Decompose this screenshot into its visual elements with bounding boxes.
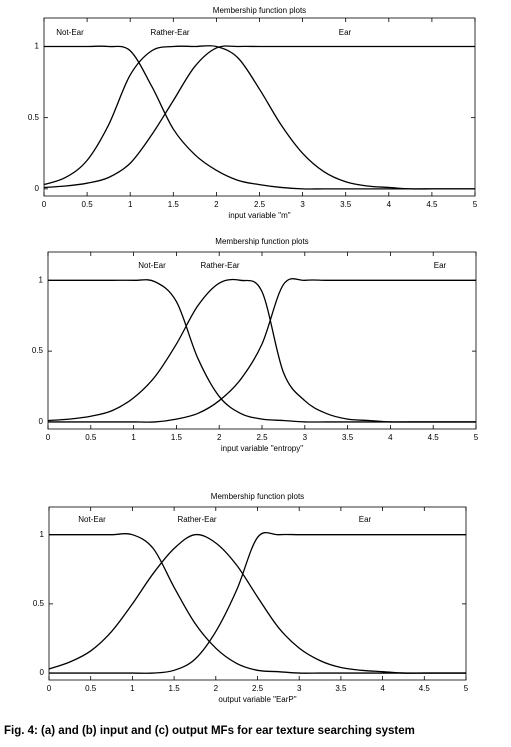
x-axis-label: output variable "EarP" — [218, 695, 296, 704]
plot-frame — [47, 251, 477, 430]
caption: Fig. 4: (a) and (b) input and (c) output… — [4, 725, 415, 737]
x-tick-label: 2.5 — [254, 200, 266, 209]
x-tick-label: 3.5 — [342, 433, 354, 442]
x-tick-label: 1.5 — [171, 433, 183, 442]
series-label: Rather-Ear — [177, 515, 216, 524]
plot-frame — [43, 17, 476, 197]
series-label: Not-Ear — [138, 261, 166, 270]
mf-curve — [47, 278, 476, 423]
x-tick-label: 2 — [214, 200, 219, 209]
x-tick-label: 0.5 — [82, 200, 94, 209]
x-tick-label: 3 — [297, 684, 302, 693]
x-tick-label: 4 — [388, 433, 393, 442]
x-tick-label: 0.5 — [85, 684, 97, 693]
series-label: Ear — [359, 515, 372, 524]
series-label: Rather-Ear — [200, 261, 239, 270]
x-tick-label: 3 — [300, 200, 305, 209]
x-tick-label: 5 — [464, 684, 469, 693]
x-tick-label: 2.5 — [252, 684, 264, 693]
mf-curve — [48, 533, 466, 674]
y-tick-label: 0 — [39, 417, 44, 426]
mf-curve — [43, 45, 475, 189]
x-tick-label: 1 — [130, 684, 135, 693]
x-tick-label: 2 — [217, 433, 222, 442]
mf-curve — [48, 279, 476, 423]
x-axis-label: input variable "entropy" — [221, 444, 303, 453]
mf-curve — [49, 533, 466, 674]
x-tick-label: 4 — [380, 684, 385, 693]
chart-title: Membership function plots — [215, 237, 308, 246]
x-tick-label: 1.5 — [168, 200, 180, 209]
series-label: Ear — [434, 261, 447, 270]
mf-curve — [43, 44, 475, 190]
x-tick-label: 3 — [303, 433, 308, 442]
x-tick-label: 2 — [214, 684, 219, 693]
x-tick-label: 0 — [42, 200, 47, 209]
x-tick-label: 3.5 — [340, 200, 352, 209]
x-tick-label: 0 — [47, 684, 52, 693]
y-tick-label: 0 — [35, 184, 40, 193]
y-tick-label: 1 — [39, 275, 44, 284]
mf-curve — [47, 278, 476, 423]
y-tick-label: 1 — [40, 530, 45, 539]
x-tick-label: 1.5 — [169, 684, 181, 693]
series-label: Not-Ear — [78, 515, 106, 524]
x-tick-label: 4 — [387, 200, 392, 209]
series-label: Rather-Ear — [150, 28, 189, 37]
x-tick-label: 4.5 — [419, 684, 431, 693]
plot-frame — [48, 506, 467, 681]
x-tick-label: 0.5 — [85, 433, 97, 442]
x-tick-label: 1 — [131, 433, 136, 442]
x-tick-label: 5 — [473, 200, 478, 209]
x-tick-label: 1 — [128, 200, 133, 209]
chart-title: Membership function plots — [213, 6, 306, 15]
x-tick-label: 4.5 — [426, 200, 438, 209]
mf-curve — [49, 531, 466, 674]
chart-title: Membership function plots — [211, 492, 304, 501]
x-tick-label: 0 — [46, 433, 51, 442]
x-tick-label: 3.5 — [335, 684, 347, 693]
y-tick-label: 0.5 — [32, 346, 44, 355]
x-axis-label: input variable "m" — [228, 211, 290, 220]
x-tick-label: 4.5 — [428, 433, 440, 442]
y-tick-label: 0.5 — [28, 113, 40, 122]
x-tick-label: 5 — [474, 433, 479, 442]
y-tick-label: 0 — [40, 668, 45, 677]
y-tick-label: 0.5 — [33, 599, 45, 608]
series-label: Ear — [339, 28, 352, 37]
mf-curve — [44, 45, 475, 190]
y-tick-label: 1 — [35, 42, 40, 51]
x-tick-label: 2.5 — [256, 433, 268, 442]
series-label: Not-Ear — [56, 28, 84, 37]
